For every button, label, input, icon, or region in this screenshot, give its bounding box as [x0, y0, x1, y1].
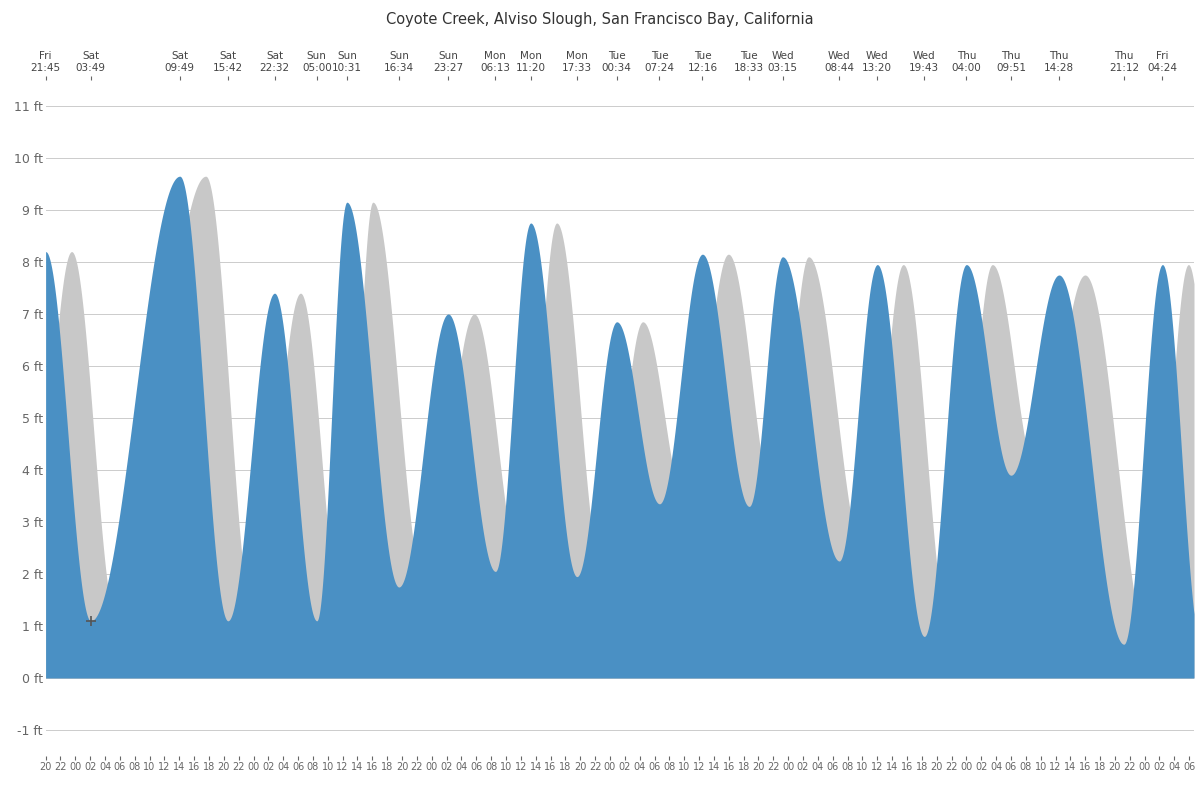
- Text: Coyote Creek, Alviso Slough, San Francisco Bay, California: Coyote Creek, Alviso Slough, San Francis…: [386, 12, 814, 27]
